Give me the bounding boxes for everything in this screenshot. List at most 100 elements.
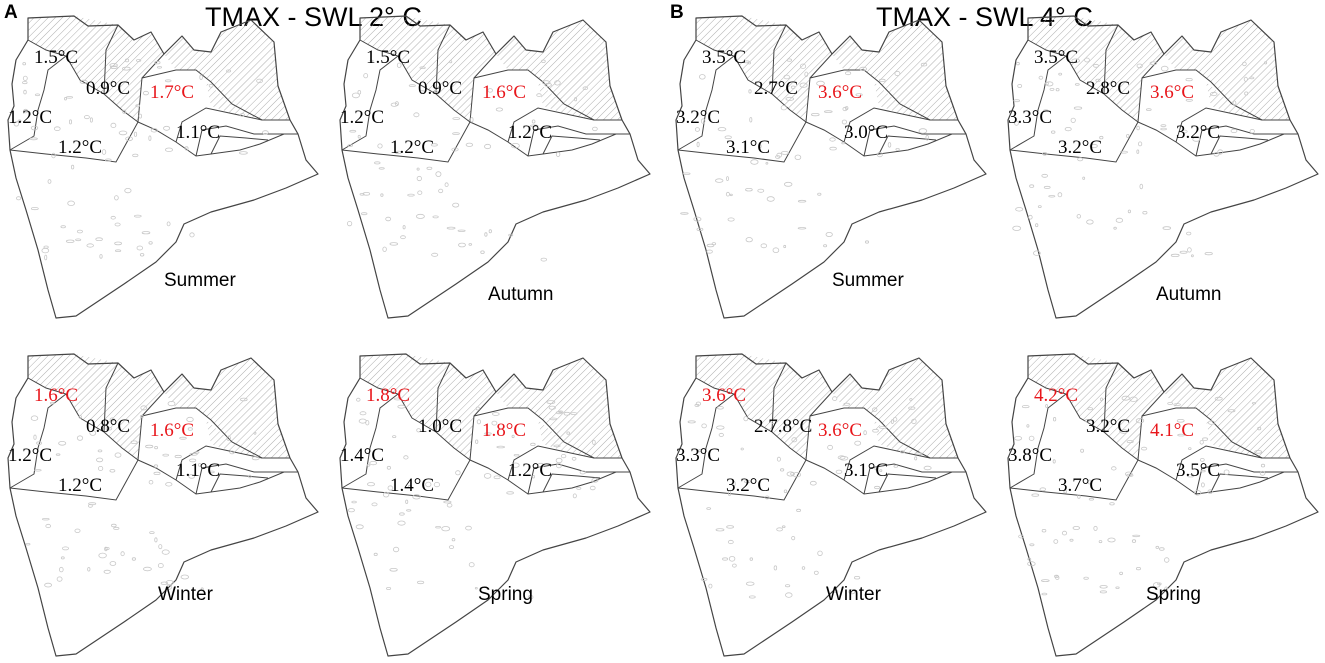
land-speckle — [785, 96, 795, 101]
land-speckle — [760, 243, 767, 249]
land-speckle — [448, 545, 455, 550]
land-speckle — [839, 456, 849, 461]
land-speckle — [180, 574, 189, 580]
value-label-northwest: 3.5°C — [1034, 47, 1079, 68]
region-border — [863, 125, 952, 157]
land-speckle — [748, 595, 756, 599]
land-speckle — [109, 561, 117, 566]
land-speckle — [817, 550, 823, 556]
land-speckle — [894, 70, 901, 77]
land-speckle — [1167, 402, 1174, 405]
land-speckle — [416, 175, 422, 182]
land-speckle — [79, 79, 88, 85]
land-speckle — [125, 136, 133, 142]
land-speckle — [135, 104, 141, 108]
region-border — [9, 393, 67, 489]
land-speckle — [187, 427, 193, 431]
land-speckle — [394, 150, 402, 155]
land-speckle — [1031, 493, 1040, 497]
land-speckle — [715, 528, 725, 532]
land-speckle — [764, 495, 770, 500]
land-speckle — [727, 539, 734, 545]
land-speckle — [110, 215, 116, 220]
land-speckle — [361, 212, 368, 216]
land-speckle — [402, 225, 406, 230]
land-speckle — [30, 125, 39, 131]
land-speckle — [484, 143, 492, 150]
region-map-outline — [675, 353, 987, 657]
land-speckle — [695, 401, 701, 406]
land-speckle — [745, 581, 755, 586]
region-border — [359, 377, 471, 461]
land-speckle — [400, 235, 406, 240]
land-speckle — [837, 455, 846, 460]
land-speckle — [854, 440, 862, 446]
land-speckle — [1254, 450, 1263, 454]
land-speckle — [74, 528, 81, 533]
land-speckle — [1035, 223, 1039, 228]
land-speckle — [109, 65, 118, 69]
land-speckle — [189, 452, 198, 456]
land-speckle — [403, 455, 409, 460]
land-speckle — [122, 66, 131, 71]
land-speckle — [493, 475, 501, 480]
region-border — [1027, 39, 1139, 123]
land-speckle — [1163, 557, 1170, 563]
land-speckle — [1042, 152, 1048, 156]
land-speckle — [829, 146, 837, 151]
land-speckle — [508, 233, 514, 237]
value-label-northwest: 1.8°C — [366, 385, 411, 406]
land-speckle — [1141, 446, 1148, 451]
value-label-west: 1.2°C — [340, 107, 385, 128]
land-speckle — [1214, 396, 1223, 401]
land-speckle — [555, 457, 563, 464]
hatched-zone — [360, 354, 496, 460]
land-speckle — [34, 93, 41, 97]
land-speckle — [78, 415, 82, 419]
land-speckle — [1021, 405, 1030, 409]
land-speckle — [419, 90, 426, 93]
land-speckle — [809, 480, 817, 486]
land-speckle — [1058, 72, 1063, 76]
land-speckle — [229, 450, 235, 455]
land-speckle — [560, 454, 567, 459]
land-speckle — [487, 88, 493, 93]
land-speckle — [64, 96, 67, 101]
region-border — [1009, 393, 1067, 489]
hatched-zone — [206, 82, 262, 120]
region-border — [210, 135, 269, 155]
land-speckle — [189, 232, 195, 238]
land-speckle — [53, 126, 61, 131]
land-speckle — [1186, 231, 1192, 236]
land-speckle — [536, 93, 542, 97]
land-speckle — [491, 420, 498, 426]
land-speckle — [132, 153, 139, 158]
land-speckle — [105, 158, 112, 162]
land-speckle — [541, 80, 551, 85]
land-speckle — [111, 523, 117, 528]
land-speckle — [1057, 192, 1063, 198]
land-speckle — [114, 241, 122, 246]
land-speckle — [775, 155, 781, 159]
land-speckle — [446, 503, 453, 508]
value-label-west: 3.8°C — [1008, 445, 1053, 466]
land-speckle — [357, 134, 361, 139]
value-label-east: 1.2°C — [508, 460, 553, 481]
land-speckle — [1095, 78, 1101, 83]
land-speckle — [484, 432, 492, 435]
land-speckle — [407, 193, 415, 197]
land-speckle — [158, 544, 163, 550]
region-map-outline — [339, 353, 651, 657]
land-speckle — [772, 247, 780, 254]
land-speckle — [1135, 567, 1141, 571]
land-speckle — [696, 227, 704, 232]
land-speckle — [1077, 157, 1084, 162]
map-a-spring: 1.8°C 1.0°C 1.8°C 1.4°C 1.4°C 1.2°C Spri… — [338, 348, 660, 658]
land-speckle — [918, 128, 928, 134]
land-speckle — [1014, 436, 1023, 441]
land-speckle — [251, 456, 260, 461]
land-speckle — [438, 188, 444, 194]
land-speckle — [773, 565, 778, 571]
value-label-west: 1.2°C — [8, 107, 53, 128]
land-speckle — [1155, 545, 1160, 549]
